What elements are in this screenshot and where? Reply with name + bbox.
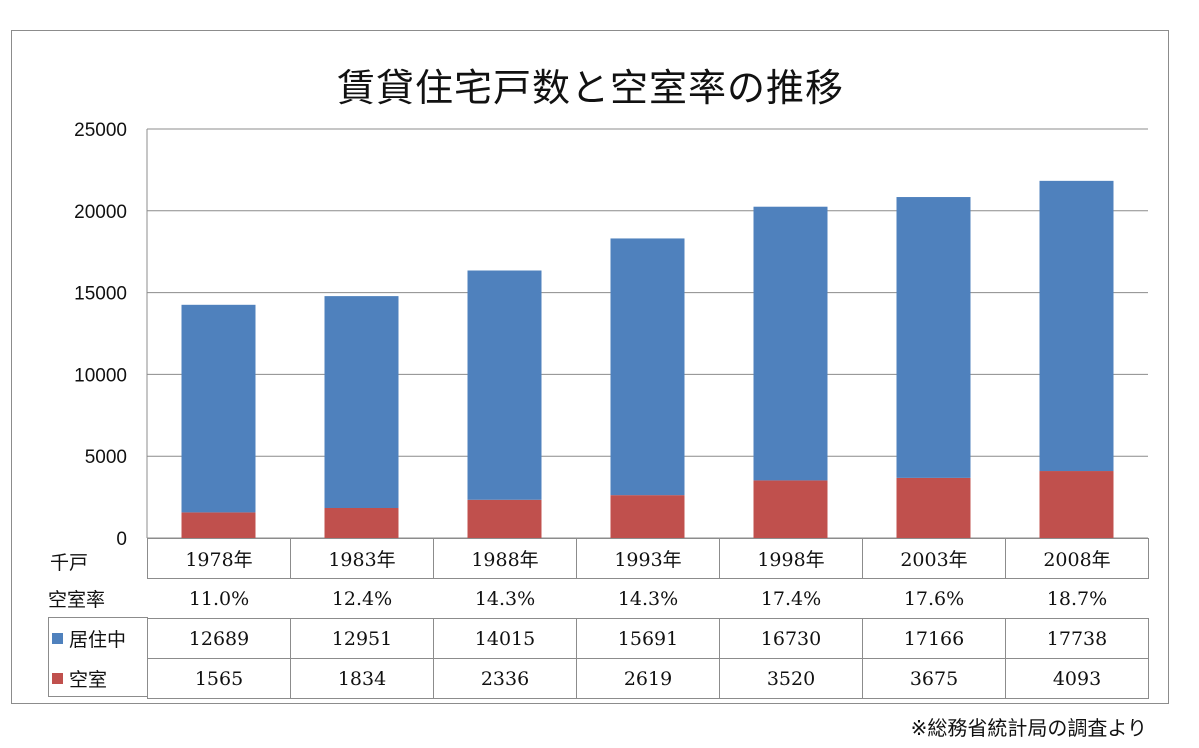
category-row: 1978年 1983年 1988年 1993年 1998年 2003年 2008年 [147,538,1149,579]
chart-title: 賃貸住宅戸数と空室率の推移 [336,66,844,110]
category-label: 1988年 [433,538,577,579]
occupied-value-cell: 14015 [433,618,577,659]
vacant-value-cell: 1834 [290,658,434,699]
occupied-row: 12689 12951 14015 15691 16730 17166 17738 [147,618,1149,659]
vacant-value-cell: 4093 [1005,658,1149,699]
vacant-value-cell: 1565 [147,658,291,699]
data-table: 1978年 1983年 1988年 1993年 1998年 2003年 2008年 11.0… [147,538,1149,699]
y-tick-label: 20000 [74,202,127,223]
bar-vacant [181,512,256,538]
occupied-value-cell: 17166 [862,618,1006,659]
y-tick-label: 0 [116,529,127,550]
y-tick-label: 25000 [74,120,127,141]
legend-label-box [48,617,148,697]
vacant-value-cell: 3520 [719,658,863,699]
bar-occupied [467,270,542,500]
vacancy-rate-cell: 14.3% [617,587,679,610]
vacancy-rate-cell: 18.7% [1046,587,1108,610]
category-label: 1993年 [576,538,720,579]
vacant-value-cell: 2336 [433,658,577,699]
legend-vacant: 空室 [48,658,148,698]
vacant-value-cell: 3675 [862,658,1006,699]
bar-occupied [324,296,399,508]
vacancy-rate-row: 11.0% 12.4% 14.3% 14.3% 17.4% 17.6% 18.7% [148,579,1149,619]
bar-vacant [1039,471,1114,538]
bar-vacant [467,499,542,538]
vacancy-rate-cell: 11.0% [188,587,250,610]
vacant-row: 1565 1834 2336 2619 3520 3675 4093 [147,658,1149,699]
y-axis-ticks: 0 5000 10000 15000 20000 25000 [74,120,127,550]
bar-vacant [324,507,399,538]
bar-occupied [1039,180,1114,472]
chart-frame [11,30,1169,704]
vacancy-rate-cell: 17.4% [760,587,822,610]
vacant-value-cell: 2619 [576,658,720,699]
vacancy-rate-label: 空室率 [48,588,106,611]
vacancy-rate-cell: 17.6% [903,587,965,610]
occupied-value-cell: 17738 [1005,618,1149,659]
category-label: 1983年 [290,538,434,579]
category-label: 1978年 [147,538,291,579]
stacked-bar-chart: 0 5000 10000 15000 20000 25000 [74,120,1148,550]
bar-occupied [181,304,256,513]
source-note: ※総務省統計局の調査より [910,716,1147,740]
category-label: 1998年 [719,538,863,579]
occupied-value-cell: 16730 [719,618,863,659]
y-tick-label: 15000 [74,284,127,305]
y-tick-label: 5000 [85,447,127,468]
bar-occupied [610,238,685,496]
bars [181,180,1114,538]
bar-occupied [896,197,971,478]
legend-occupied: 居住中 [48,618,148,658]
vacancy-rate-cell: 14.3% [474,587,536,610]
category-label: 2003年 [862,538,1006,579]
bar-occupied [753,206,828,481]
category-label: 2008年 [1005,538,1149,579]
bar-vacant [753,480,828,538]
bar-vacant [896,477,971,538]
legend-swatch-occupied [52,632,63,644]
unit-label: 千戸 [50,552,89,574]
occupied-value-cell: 12689 [147,618,291,659]
occupied-value-cell: 12951 [290,618,434,659]
bar-vacant [610,495,685,538]
occupied-value-cell: 15691 [576,618,720,659]
y-tick-label: 10000 [74,365,127,386]
vacancy-rate-cell: 12.4% [331,587,393,610]
legend-swatch-vacant [52,672,63,684]
